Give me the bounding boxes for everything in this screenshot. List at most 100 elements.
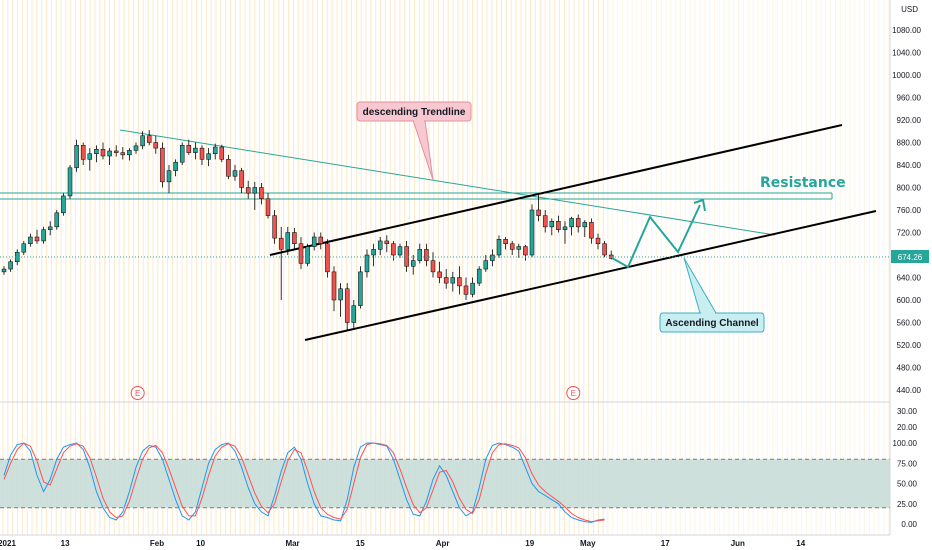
price-tick-label: 840.00 [897, 161, 922, 170]
candle [67, 165, 73, 199]
candle [575, 214, 581, 233]
candle [338, 283, 343, 317]
price-pane[interactable]: Resistance descending Trendline Ascendin… [0, 101, 890, 403]
candle [239, 167, 244, 194]
stoch-rsi-pane[interactable] [0, 442, 890, 523]
candle [298, 237, 304, 270]
candle [140, 131, 145, 150]
stoch-tick-label: 50.00 [897, 480, 918, 489]
candle [470, 277, 475, 298]
candle [160, 142, 165, 188]
price-tick-label: 600.00 [897, 296, 922, 305]
time-tick-label: Feb [150, 539, 164, 548]
stoch-tick-label: 0.00 [901, 520, 917, 529]
projection-arrowhead [693, 198, 706, 212]
candle [457, 266, 462, 295]
candle [41, 226, 46, 244]
price-tick-label: 640.00 [897, 274, 922, 283]
price-tick-label: 960.00 [897, 94, 922, 103]
candle [364, 249, 370, 278]
candle [80, 142, 86, 165]
last-price-badge: 674.26 [891, 250, 929, 263]
candle [437, 261, 442, 284]
vertical-grid [2, 0, 890, 535]
candle [47, 221, 53, 236]
candle [490, 249, 495, 267]
time-tick-label: 15 [356, 539, 365, 548]
ascending-channel-label: Ascending Channel [665, 318, 759, 329]
time-labels: 2021 13 Feb 10 Mar 15 Apr 19 May 17 Jun 14 [0, 539, 806, 548]
price-tick-label: 1000.00 [892, 71, 921, 80]
candle [8, 259, 13, 272]
time-axis[interactable]: 2021 13 Feb 10 Mar 15 Apr 19 May 17 Jun 14 [0, 534, 932, 550]
time-tick-label: Jun [731, 539, 745, 548]
candle [318, 232, 324, 250]
candle [325, 239, 330, 278]
candle [173, 159, 178, 177]
price-tick-label: 720.00 [897, 229, 922, 238]
price-tick-label: 560.00 [897, 319, 922, 328]
channel-upper-line[interactable] [269, 124, 843, 256]
candle [463, 277, 469, 300]
ascending-channel-callout[interactable]: Ascending Channel [659, 257, 765, 333]
candle [186, 139, 192, 155]
stoch-tick-label: 75.00 [897, 459, 918, 468]
candle [589, 218, 594, 244]
candle [179, 142, 185, 165]
descending-trendline-callout[interactable]: descending Trendline [356, 101, 472, 181]
price-axis[interactable]: USD 1080.00 1040.00 1000.00 960.00 920.00 880… [889, 0, 932, 535]
price-tick-label: 880.00 [897, 139, 922, 148]
candle [377, 237, 383, 255]
candle [199, 145, 205, 165]
time-tick-label: Mar [285, 539, 299, 548]
stoch-tick-label: 30.00 [897, 407, 918, 416]
candle [371, 243, 376, 267]
candle [226, 154, 231, 180]
candle [252, 181, 258, 210]
price-tick-label: 920.00 [897, 116, 922, 125]
candle [21, 240, 27, 255]
candle [536, 193, 541, 222]
svg-text:E: E [135, 389, 140, 398]
resistance-zone[interactable] [0, 192, 833, 200]
descending-trendline-label: descending Trendline [363, 107, 466, 118]
candle [443, 269, 449, 289]
candle [305, 243, 310, 267]
candle [331, 266, 337, 312]
candle [404, 240, 409, 272]
candle [424, 243, 429, 267]
candle [74, 139, 79, 172]
stoch-rsi-lines [3, 442, 605, 523]
time-tick-label: 19 [525, 539, 534, 548]
time-tick-label: 2021 [0, 539, 16, 548]
candle [602, 240, 607, 258]
candle [344, 283, 350, 331]
candle [54, 210, 60, 230]
stoch-series-line [3, 442, 605, 523]
descending-trendline[interactable] [119, 129, 776, 236]
candle [28, 233, 33, 247]
candle [219, 144, 225, 163]
projection-path[interactable] [611, 204, 701, 269]
candle [509, 240, 515, 255]
resistance-label: Resistance [760, 175, 846, 191]
candle [562, 221, 568, 244]
time-tick-label: May [580, 539, 596, 548]
candle [120, 147, 126, 160]
earnings-marker: E [566, 386, 581, 400]
channel-lower-line[interactable] [304, 210, 877, 341]
candle [450, 271, 456, 292]
candle [166, 165, 172, 194]
candle [212, 143, 218, 160]
candle [496, 235, 502, 258]
candle [476, 266, 482, 286]
candle [523, 244, 528, 261]
candle [94, 145, 99, 163]
candle [503, 237, 508, 250]
candle [569, 216, 574, 236]
candle [259, 183, 264, 205]
svg-text:E: E [571, 389, 576, 398]
candle [127, 148, 132, 161]
price-tick-label: 480.00 [897, 364, 922, 373]
